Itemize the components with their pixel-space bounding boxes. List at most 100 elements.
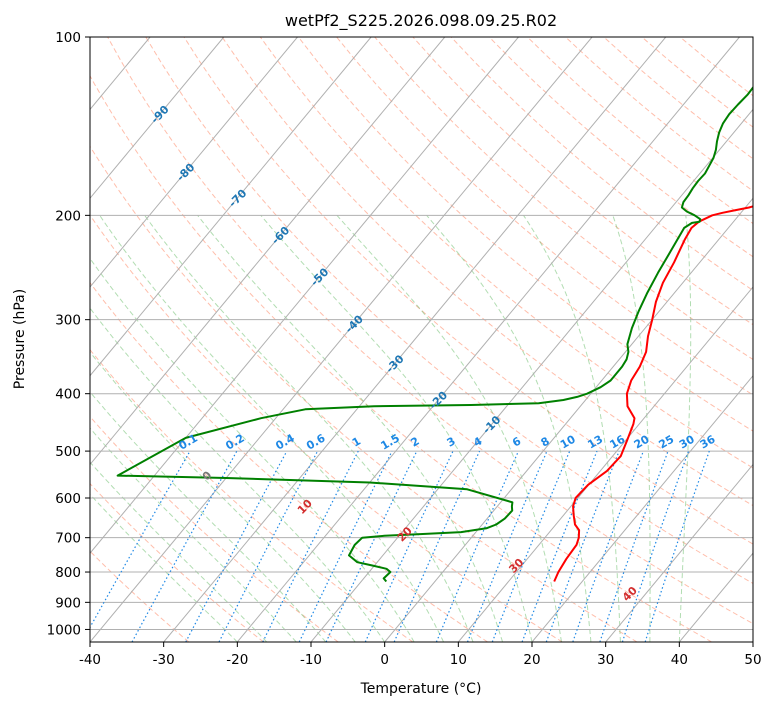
isotherm-line — [752, 641, 753, 642]
y-tick-label: 800 — [55, 565, 81, 581]
mixing-ratio-label: 1 — [350, 435, 363, 450]
y-tick-label: 1000 — [47, 622, 81, 638]
x-tick-label: 50 — [744, 652, 761, 668]
x-tick-label: -20 — [226, 652, 248, 668]
moist-adiabat-line — [90, 307, 386, 642]
dry-adiabat-label: 40 — [620, 584, 640, 604]
chart-title: wetPf2_S225.2026.098.09.25.R02 — [285, 11, 557, 31]
isotherm-label: -80 — [174, 160, 197, 183]
mixing-ratio-line — [262, 450, 359, 642]
isotherm-line — [90, 37, 519, 554]
moist-adiabat-line — [90, 493, 238, 642]
dry-adiabat-label: 10 — [295, 497, 315, 517]
y-tick-label: 300 — [55, 313, 81, 329]
dry-adiabat-line — [221, 37, 753, 507]
dry-adiabat-label: 30 — [506, 556, 526, 576]
isotherm-label: -100 — [50, 127, 79, 156]
mixing-ratio-label: 0.2 — [223, 432, 246, 453]
mixing-ratio-label: 10 — [558, 432, 578, 451]
mixing-ratio-line — [545, 450, 620, 642]
dry-adiabat-line — [90, 214, 563, 642]
mixing-ratio-label: 8 — [539, 435, 552, 450]
mixing-ratio-line — [131, 450, 238, 642]
dry-adiabat-line — [183, 37, 753, 545]
moist-adiabat-line — [197, 214, 503, 642]
isotherm-line — [605, 463, 753, 642]
isotherm-line — [531, 374, 753, 642]
mixing-ratio-line — [393, 450, 481, 642]
dry-adiabat-line — [488, 37, 753, 258]
moist-adiabat-line — [90, 351, 356, 642]
mixing-ratio-line — [364, 450, 454, 642]
dewpoint-trace — [116, 85, 753, 583]
moist-adiabat-line — [523, 215, 621, 642]
moist-adiabat-line — [90, 461, 268, 642]
mixing-ratio-label: 1.5 — [379, 432, 402, 453]
mixing-ratio-line — [644, 450, 710, 642]
isotherm-label: -30 — [383, 352, 406, 375]
isotherm-line — [310, 108, 753, 642]
isotherm-label: -10 — [480, 413, 503, 436]
dry-adiabat-line — [107, 37, 753, 625]
moist-adiabat-line — [260, 214, 533, 642]
mixing-ratio-label: 25 — [656, 433, 676, 452]
isotherm-line — [90, 37, 298, 288]
isotherm-label: -60 — [269, 224, 292, 247]
mixing-ratio-line — [572, 450, 644, 642]
isotherm-line — [384, 197, 753, 642]
isotherm-label: -50 — [308, 265, 331, 288]
mixing-ratio-label: 6 — [510, 434, 523, 449]
mixing-ratio-line — [521, 450, 598, 642]
moist-adiabat-line — [90, 427, 297, 642]
mixing-ratio-line — [90, 450, 191, 629]
dry-adiabat-line — [259, 37, 753, 469]
y-tick-label: 900 — [55, 595, 81, 611]
mixing-ratio-label: 30 — [677, 432, 697, 451]
dry-adiabat-line — [374, 37, 753, 361]
mixing-ratio-label: 4 — [471, 434, 484, 449]
y-tick-label: 700 — [55, 531, 81, 547]
dry-adiabat-line — [90, 74, 712, 642]
y-axis: 100 200 300 400 500 600 700 800 900 1000 — [47, 30, 90, 638]
moist-adiabat-line — [426, 214, 592, 642]
isotherm-line — [90, 37, 593, 642]
dry-adiabat-line — [90, 550, 190, 642]
isotherm-line — [90, 37, 372, 377]
isotherm-line — [236, 37, 740, 642]
isotherm-line — [457, 286, 753, 642]
mixing-ratio-line — [435, 450, 519, 642]
moist-adiabat-line — [99, 215, 445, 642]
mixing-ratio-line — [185, 450, 288, 642]
dry-adiabat-line — [412, 37, 753, 326]
dry-adiabat-line — [90, 415, 339, 642]
mixing-ratio-line — [466, 450, 548, 642]
dry-adiabat-label: 20 — [395, 524, 415, 544]
mixing-ratio-label: 13 — [585, 433, 605, 452]
mixing-ratio-line — [599, 450, 669, 642]
moist-adiabat-line — [612, 215, 651, 642]
moist-adiabat-line — [336, 214, 562, 642]
y-tick-label: 200 — [55, 208, 81, 224]
x-tick-label: -40 — [79, 652, 101, 668]
mixing-ratio-label: 0.6 — [304, 431, 328, 452]
mixing-ratio-line — [491, 450, 571, 642]
y-axis-label: Pressure (hPa) — [12, 289, 28, 389]
mixing-ratio-label: 2 — [408, 435, 421, 450]
isotherm-label: -90 — [148, 103, 171, 126]
y-tick-label: 100 — [55, 30, 81, 46]
isotherm-line — [0, 37, 3, 642]
isotherm-label: -40 — [343, 312, 366, 335]
dry-adiabat-line — [90, 482, 264, 642]
mixing-ratio-label: 0.4 — [273, 431, 297, 452]
x-tick-label: -30 — [153, 652, 175, 668]
x-tick-label: 20 — [523, 652, 540, 668]
moist-adiabat-line — [144, 215, 474, 642]
isotherm-line — [678, 552, 753, 642]
dry-adiabat-line — [90, 281, 488, 642]
moist-adiabat-line — [90, 257, 415, 642]
x-axis-label: Temperature (°C) — [360, 681, 482, 697]
dry-adiabat-line — [679, 37, 753, 97]
y-tick-label: 500 — [55, 444, 81, 460]
dry-adiabat-line — [145, 37, 753, 584]
